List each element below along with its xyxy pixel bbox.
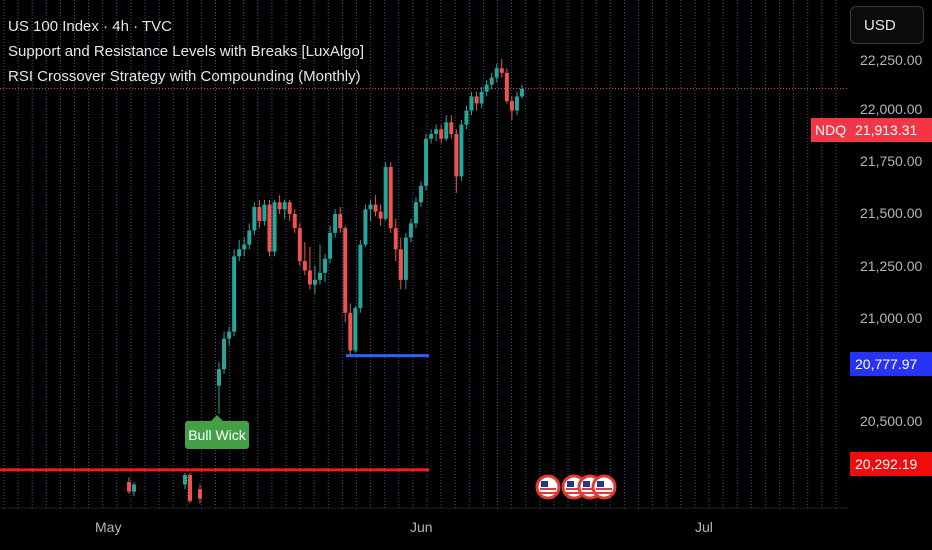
candle-body [499, 68, 504, 73]
chart-legend: US 100 Index · 4h · TVC Support and Resi… [8, 14, 364, 89]
candle-body [509, 101, 514, 111]
candle-body [333, 214, 338, 233]
candle-body [292, 214, 297, 229]
candle-body [262, 204, 267, 222]
candle-body [217, 369, 221, 386]
candle-body [127, 482, 131, 492]
candle-body [188, 475, 192, 501]
candle-body [514, 96, 519, 111]
candle-body [242, 244, 247, 250]
event-markers [535, 474, 617, 500]
candle-body [424, 138, 429, 186]
candle-body [252, 206, 257, 231]
y-tick-label: 22,250.00 [860, 52, 923, 68]
y-tick-label: 21,000.00 [860, 310, 923, 326]
candle-body [237, 249, 242, 257]
indicator-luxalgo[interactable]: Support and Resistance Levels with Break… [8, 43, 365, 60]
candle-body [257, 206, 262, 222]
y-tick-label: 21,750.00 [860, 153, 923, 169]
candle-body [464, 110, 469, 125]
candle-body [318, 272, 322, 280]
y-tick-label: 22,000.00 [860, 101, 923, 117]
candle-body [373, 204, 378, 212]
candle-body [494, 68, 499, 78]
candle-body [227, 331, 232, 339]
candle-body [520, 88, 524, 97]
candle-body [222, 338, 227, 370]
candle-body [297, 228, 302, 262]
support-price-tag: 20,777.97 [850, 352, 932, 376]
candle-body [198, 489, 202, 499]
y-tick-label: 21,250.00 [860, 258, 923, 274]
candle-body [232, 256, 237, 332]
flag-canton [583, 481, 590, 487]
candle-body [459, 124, 464, 177]
candle-body [489, 77, 494, 85]
candle-body [439, 129, 444, 139]
candle-body [383, 166, 388, 219]
candle-body [282, 202, 287, 210]
flag-canton [567, 481, 574, 487]
candle-body [343, 228, 348, 313]
candle-body [393, 228, 398, 250]
candle-body [348, 312, 353, 351]
indicator-rsi-strategy[interactable]: RSI Crossover Strategy with Compounding … [8, 68, 361, 85]
candle-body [469, 96, 474, 111]
symbol-badge: NDQ [811, 118, 851, 142]
candle-body [429, 134, 434, 139]
candle-body [247, 230, 252, 245]
candle-body [132, 484, 136, 492]
candle-body [378, 211, 383, 219]
candle-body [277, 202, 282, 210]
candle-body [302, 261, 307, 271]
x-tick-label: May [95, 519, 122, 535]
candle-body [363, 209, 368, 245]
y-tick-label: 21,500.00 [860, 205, 923, 221]
candle-body [413, 202, 418, 224]
resistance-price-tag: 20,292.19 [850, 452, 932, 476]
candle-body [183, 475, 187, 485]
candle-body [353, 308, 358, 351]
x-tick-label: Jul [695, 519, 713, 535]
flag-canton [541, 481, 548, 487]
candle-body [323, 258, 328, 273]
candle-body [434, 129, 439, 135]
y-tick-label: 20,500.00 [860, 413, 923, 429]
candle-body [287, 202, 292, 215]
candle-body [358, 244, 363, 309]
currency-button[interactable]: USD [850, 6, 924, 44]
candle-body [368, 204, 373, 210]
candle-body [444, 122, 449, 139]
candle-body [388, 166, 393, 229]
candle-body [484, 84, 489, 92]
candle-body [398, 249, 403, 280]
candles [127, 58, 524, 504]
flag-canton [597, 481, 604, 487]
candle-body [272, 202, 277, 252]
candle-body [449, 122, 454, 135]
symbol-title[interactable]: US 100 Index · 4h · TVC [8, 18, 172, 35]
candle-body [312, 279, 317, 285]
candle-body [474, 96, 479, 104]
last-price-tag: 21,913.31 [850, 118, 932, 142]
candle-body [328, 232, 333, 259]
candle-body [479, 91, 484, 104]
level-lines [0, 88, 848, 472]
candle-body [338, 214, 343, 229]
bull-wick-label[interactable]: Bull Wick [185, 415, 249, 449]
candle-body [504, 72, 509, 102]
candle-body [454, 134, 459, 177]
x-tick-label: Jun [410, 519, 433, 535]
candle-body [403, 237, 408, 280]
candle-body [267, 204, 272, 252]
candle-body [419, 185, 423, 203]
candle-body [408, 223, 413, 238]
candle-body [307, 270, 312, 285]
